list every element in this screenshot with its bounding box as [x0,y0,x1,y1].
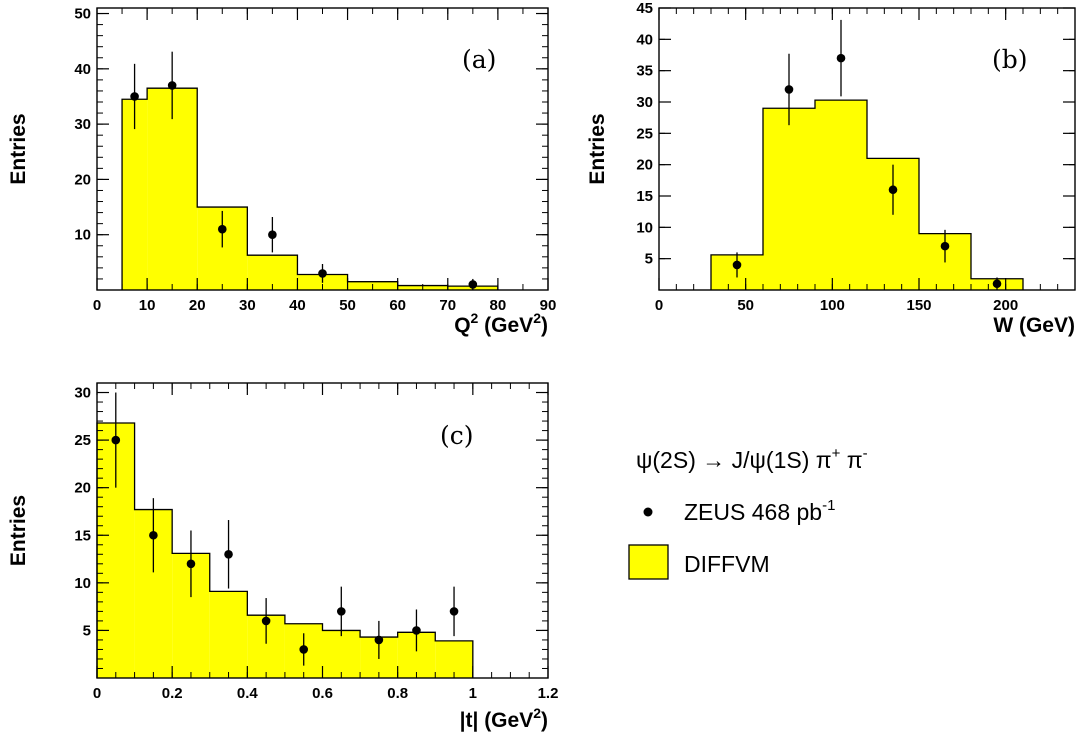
panel-label: (a) [462,45,496,74]
x-tick-label: 1 [469,685,477,702]
x-axis-title: Q2 (GeV2) [454,310,548,337]
panel-b: 0 50 100 150 200 5 10 15 20 25 30 35 40 45 (b) Entries W… [586,0,1076,337]
mc-bin [122,99,148,290]
mc-bin [209,591,248,678]
data-point [940,241,950,251]
y-tick-label: 10 [74,575,91,592]
axis-ticks: 0 0.2 0.4 0.6 0.8 1 1.2 5 10 15 20 25 30 [74,382,559,702]
axis-ticks: 0 10 20 30 40 50 60 70 80 90 10 20 30 40 50 [74,6,556,314]
y-tick-label: 30 [74,385,91,402]
x-tick-label: 0.6 [312,685,333,702]
x-tick-label: 70 [439,297,456,314]
x-axis-title: |t| (GeV2) [460,705,548,732]
panel-label: (b) [992,45,1028,74]
data-point [784,85,794,94]
data-point [732,260,742,270]
y-tick-label: 20 [636,157,653,174]
mc-bin [147,88,198,290]
data-point [336,607,346,616]
y-tick-label: 50 [74,6,91,23]
y-tick-label: 40 [636,31,653,48]
x-tick-label: 0 [655,297,663,314]
x-tick-label: 0 [93,685,101,702]
x-tick-label: 30 [239,297,256,314]
data-point [299,645,309,654]
data-point [130,92,139,101]
data-point [888,185,898,195]
x-tick-label: 50 [339,297,356,314]
x-tick-label: 80 [490,297,507,314]
panel-c: 0 0.2 0.4 0.6 0.8 1 1.2 5 10 15 20 25 30 (c) Entries |t… [7,382,559,732]
panel-label: (c) [440,421,474,450]
y-tick-label: 25 [74,432,91,449]
y-tick-label: 10 [636,219,653,236]
y-tick-label: 10 [74,227,91,244]
legend-reaction: ψ(2S) → J/ψ(1S) π+ π- [636,445,868,473]
legend-data-label: ZEUS 468 pb-1 [684,497,835,525]
data-point [836,53,846,63]
y-tick-label: 15 [74,527,91,544]
data-point [412,626,421,635]
y-tick-label: 30 [636,94,653,111]
mc-outline [710,99,1024,290]
data-points [111,392,459,666]
data-point [268,230,277,240]
y-tick-label: 40 [74,61,91,78]
x-tick-label: 60 [389,297,406,314]
data-point [449,607,459,616]
mc-bin [322,630,361,678]
mc-histogram [121,87,499,290]
data-point [468,280,478,289]
y-tick-label: 20 [74,171,91,188]
x-tick-label: 150 [906,297,931,314]
y-tick-label: 15 [636,188,653,205]
legend: ψ(2S) → J/ψ(1S) π+ π- ZEUS 468 pb-1 DIFF… [628,445,868,580]
mc-bin [763,108,815,291]
legend-mc-label: DIFFVM [684,551,770,577]
mc-bin [435,640,473,678]
x-tick-label: 0.8 [387,685,408,702]
data-point [261,616,271,626]
x-tick-label: 0 [93,297,101,314]
y-tick-label: 5 [83,622,91,639]
y-tick-label: 30 [74,116,91,133]
y-tick-label: 5 [645,251,653,268]
x-tick-label: 10 [139,297,156,314]
y-tick-label: 35 [636,63,653,80]
legend-mc-swatch [628,544,669,580]
y-axis-title: Entries [586,113,609,184]
y-tick-label: 25 [636,125,653,142]
data-points [732,19,1002,290]
x-tick-label: 200 [993,297,1018,314]
x-tick-label: 40 [289,297,306,314]
mc-histogram [710,99,1024,291]
data-point [149,530,158,540]
data-point [111,435,121,445]
data-point [374,635,384,645]
y-tick-label: 45 [636,0,653,17]
x-tick-label: 0.4 [237,685,259,702]
x-tick-label: 1.2 [538,685,559,702]
data-point [992,279,1002,289]
x-tick-label: 0.2 [162,685,183,702]
x-axis-title: W (GeV) [993,314,1075,337]
data-point [167,81,177,90]
y-tick-label: 20 [74,480,91,497]
data-points [130,51,478,290]
data-point [186,559,196,569]
y-axis-title: Entries [7,113,30,184]
legend-data-marker [643,507,653,517]
panel-a: 0 10 20 30 40 50 60 70 80 90 10 20 30 40 50 (a) Entries Q… [7,6,556,337]
mc-bin [815,100,867,291]
x-tick-label: 20 [189,297,206,314]
x-tick-label: 90 [540,297,557,314]
data-point [318,269,327,278]
y-axis-title: Entries [7,495,30,566]
x-tick-label: 50 [737,297,754,314]
data-point [217,224,227,234]
data-point [224,549,233,559]
axis-ticks: 0 50 100 150 200 5 10 15 20 25 30 35 40 45 [636,0,1076,314]
x-tick-label: 100 [820,297,845,314]
